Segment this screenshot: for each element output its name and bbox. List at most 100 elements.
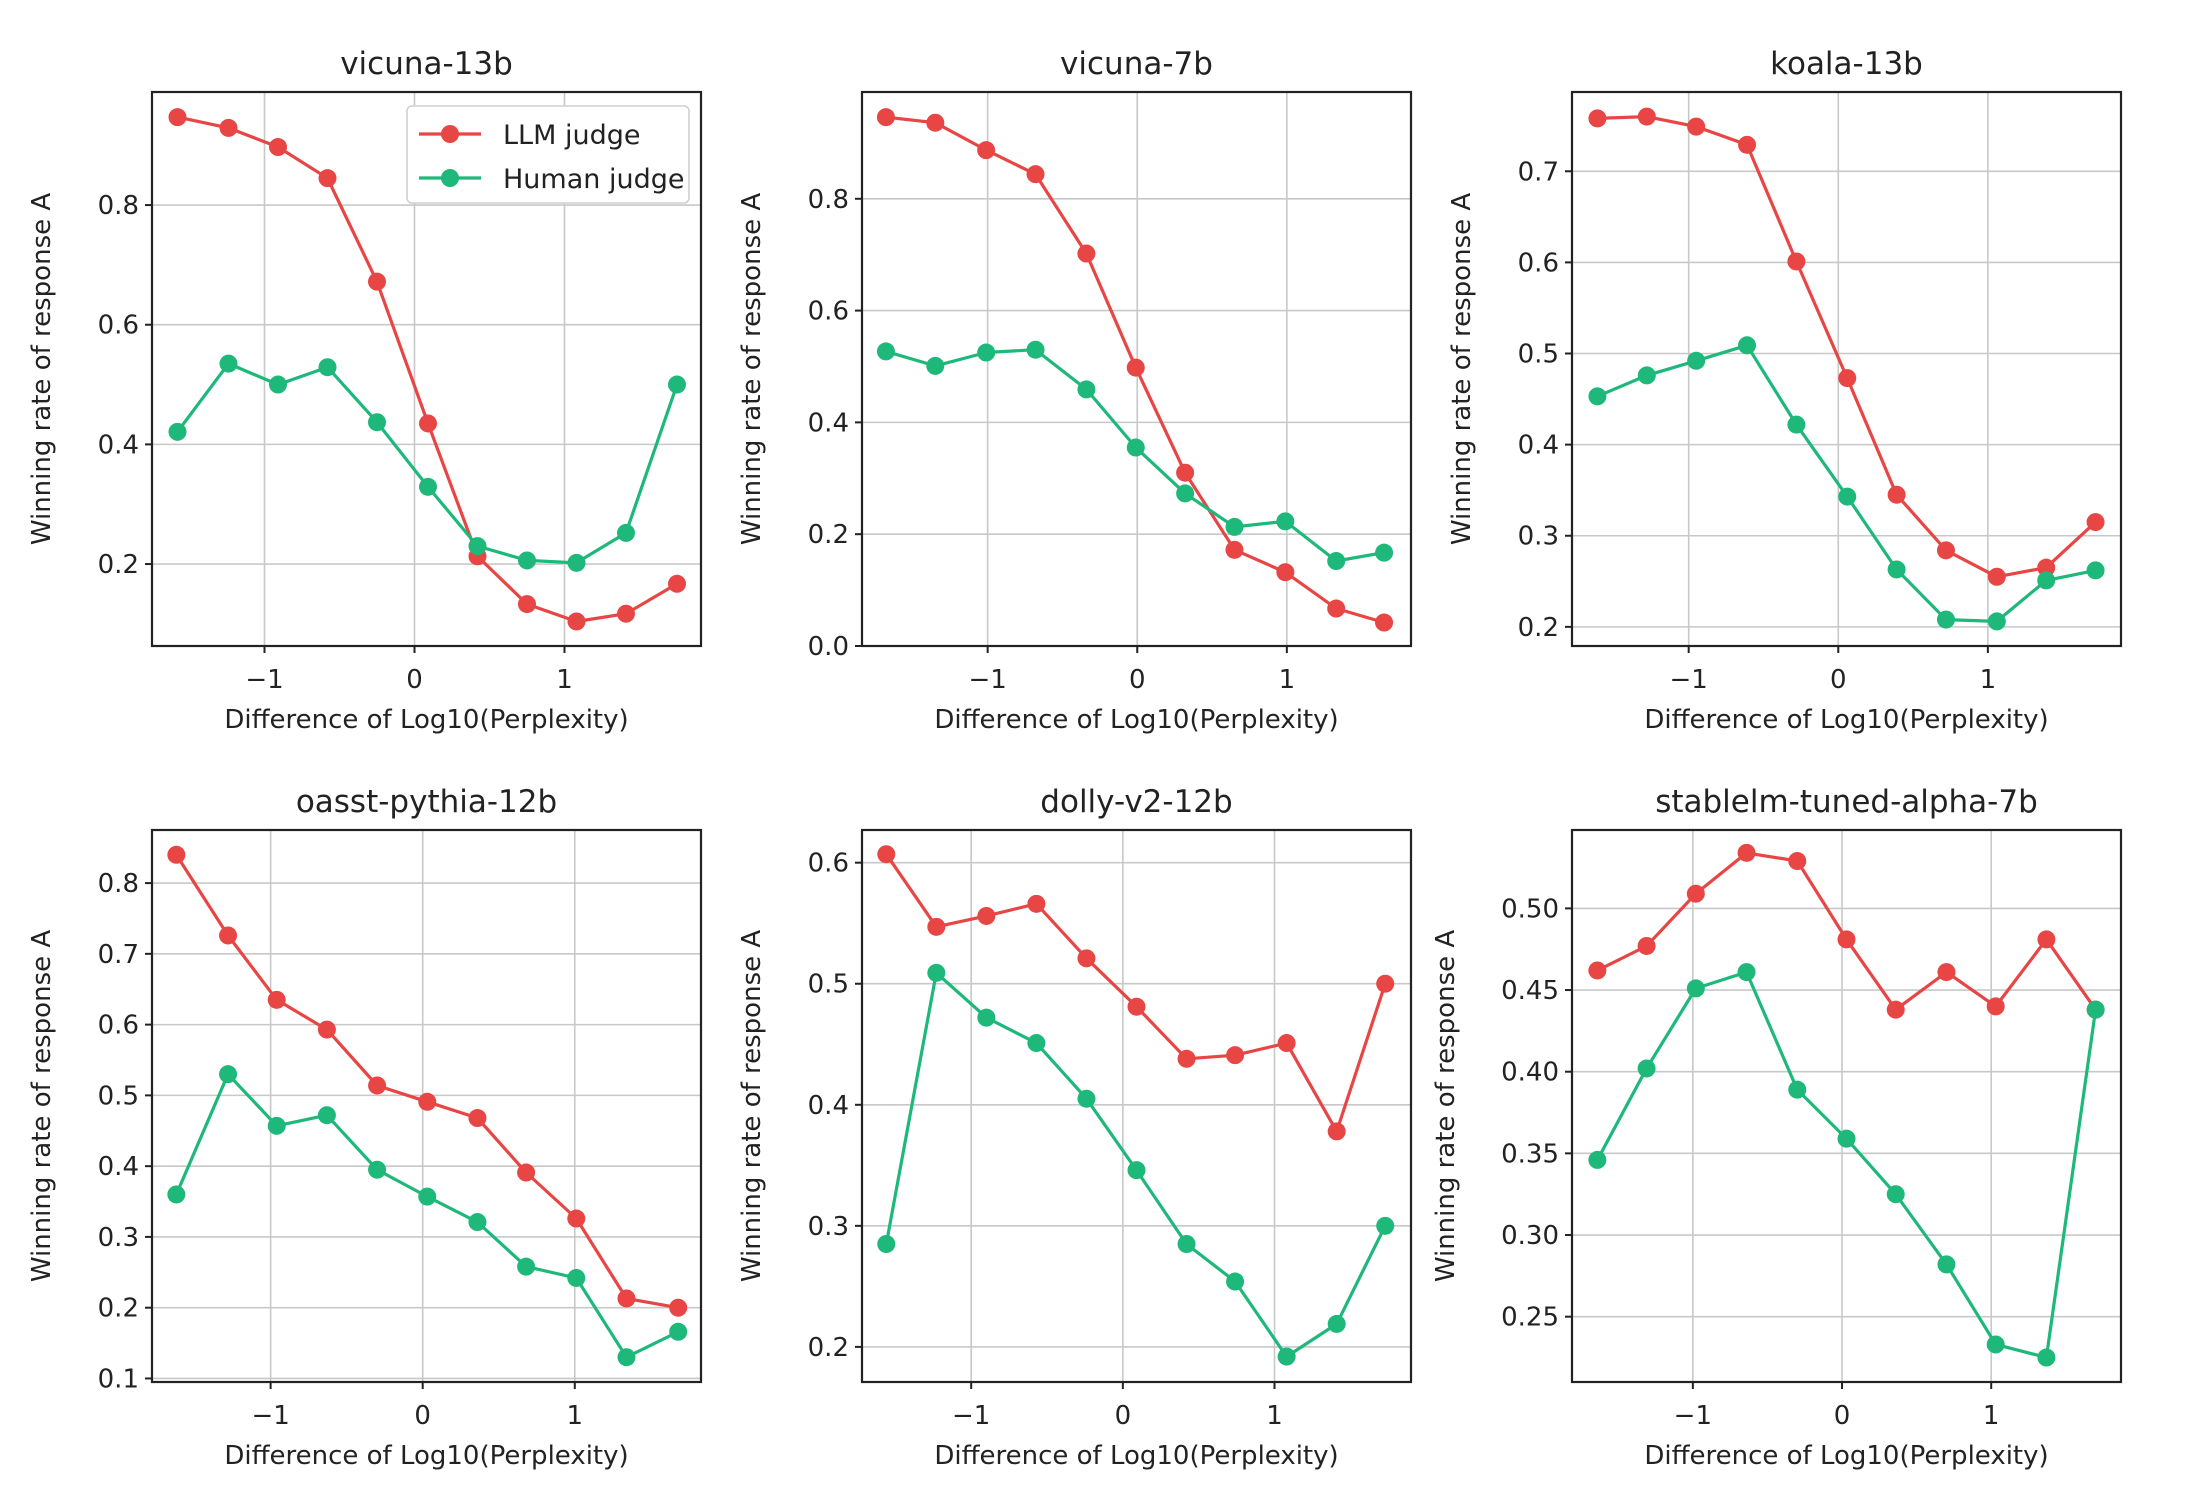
data-point-llm (977, 906, 996, 925)
data-point-llm (2037, 558, 2056, 577)
data-point-llm (1176, 463, 1195, 482)
x-tick-label: 1 (556, 665, 573, 695)
series-line-llm (1597, 114, 2097, 579)
series-line-human (174, 1072, 679, 1359)
data-point-llm (1887, 485, 1906, 504)
data-point-llm (1687, 117, 1706, 136)
data-point-llm (419, 414, 437, 433)
chart-panel-stablelm-tuned-alpha-7b: −1 0 1 0.25 0.30 0.35 0.40 0.45 0.50 stablelm-tun… (1431, 784, 2123, 1471)
data-point-llm (317, 1020, 336, 1039)
data-point-llm (1276, 563, 1295, 582)
data-point-human (1375, 543, 1394, 562)
data-point-human (1027, 1034, 1046, 1053)
data-point-human (317, 1106, 336, 1125)
chart-title: oasst-pythia-12b (296, 784, 557, 820)
x-tick-label: 0 (1830, 665, 1847, 695)
y-tick-label: 0.4 (808, 408, 849, 438)
x-tick-label: 0 (1115, 1401, 1132, 1431)
data-point-human (1737, 963, 1756, 982)
data-point-human (2037, 1348, 2056, 1367)
data-point-llm (2086, 513, 2105, 532)
data-point-human (1327, 1314, 1346, 1333)
x-tick-label: −1 (251, 1401, 289, 1431)
y-tick-label: 0.7 (1518, 157, 1559, 187)
data-point-llm (267, 990, 286, 1009)
data-point-human (1277, 1347, 1296, 1366)
y-tick-label: 0.25 (1501, 1303, 1559, 1333)
data-point-llm (669, 1298, 688, 1317)
data-point-human (1077, 380, 1096, 399)
data-point-llm (877, 845, 896, 864)
data-point-human (1276, 512, 1295, 531)
data-point-llm (1787, 252, 1806, 271)
y-tick-label: 0.6 (808, 297, 849, 327)
chart-title: dolly-v2-12b (1040, 784, 1232, 820)
data-point-human (668, 375, 686, 394)
y-axis-label: Winning rate of response A (1431, 930, 1461, 1283)
data-point-human (2037, 571, 2056, 590)
data-point-human (1327, 552, 1346, 571)
data-point-human (1176, 484, 1195, 503)
data-point-human (468, 1213, 487, 1232)
data-point-human (1127, 1161, 1146, 1180)
x-tick-label: 1 (1266, 1401, 1283, 1431)
legend-marker-human (441, 169, 459, 187)
data-point-llm (1327, 599, 1346, 618)
data-point-human (567, 1268, 586, 1287)
data-point-human (1838, 487, 1857, 506)
data-point-llm (926, 113, 945, 132)
data-point-human (876, 342, 895, 361)
x-axis-label: Difference of Log10(Perplexity) (1644, 705, 2048, 735)
data-point-human (1177, 1235, 1196, 1253)
data-point-llm (617, 604, 635, 623)
data-point-llm (1737, 843, 1756, 862)
data-point-human (518, 551, 536, 570)
y-tick-label: 0.4 (1518, 431, 1559, 461)
data-point-human (269, 375, 287, 394)
x-axis-label: Difference of Log10(Perplexity) (934, 705, 1338, 735)
chart-title: vicuna-13b (340, 46, 513, 82)
y-tick-label: 0.35 (1501, 1139, 1559, 1169)
y-tick-label: 0.8 (98, 191, 139, 221)
data-point-llm (318, 169, 337, 188)
data-point-human (877, 1235, 896, 1253)
data-point-llm (1077, 949, 1096, 968)
data-point-human (1376, 1216, 1395, 1235)
data-point-human (617, 523, 635, 542)
data-point-llm (617, 1289, 636, 1308)
data-point-llm (1327, 1122, 1346, 1141)
data-point-llm (368, 272, 386, 291)
data-point-human (1986, 1335, 2005, 1354)
data-point-human (1126, 438, 1145, 457)
data-point-llm (1127, 997, 1146, 1016)
chart-panel-oasst-pythia-12b: −1 0 1 0.1 0.2 0.3 0.4 0.5 0.6 0.7 0.8 oasst-pythia… (27, 784, 703, 1471)
data-point-llm (1588, 961, 1607, 980)
data-point-llm (1225, 540, 1244, 559)
y-tick-label: 0.2 (98, 550, 139, 580)
data-point-llm (1277, 1034, 1296, 1053)
x-axis-label: Difference of Log10(Perplexity) (1644, 1441, 2048, 1471)
x-tick-label: 0 (414, 1401, 431, 1431)
data-point-llm (1987, 567, 2006, 586)
data-point-llm (1126, 358, 1145, 377)
data-point-llm (167, 845, 186, 864)
data-point-human (168, 422, 187, 441)
y-tick-label: 0.4 (98, 1152, 139, 1182)
data-point-llm (1375, 613, 1394, 632)
data-point-human (1937, 1255, 1956, 1274)
data-point-llm (2037, 930, 2056, 949)
chart-panel-vicuna-7b: −1 0 1 0.0 0.2 0.4 0.6 0.8 vicuna-7b Difference o… (737, 46, 1413, 735)
y-tick-label: 0.6 (1518, 248, 1559, 278)
y-tick-label: 0.5 (808, 970, 849, 1000)
data-point-human (419, 477, 437, 496)
x-tick-label: −1 (1674, 1401, 1712, 1431)
y-tick-label: 0.6 (98, 311, 139, 341)
data-point-human (318, 358, 337, 377)
data-point-human (468, 537, 487, 556)
data-point-human (1887, 560, 1906, 579)
data-point-llm (1077, 244, 1096, 263)
data-point-llm (518, 595, 536, 614)
data-point-llm (1177, 1049, 1196, 1068)
data-point-human (1225, 517, 1244, 536)
x-tick-label: 1 (1983, 1401, 2000, 1431)
